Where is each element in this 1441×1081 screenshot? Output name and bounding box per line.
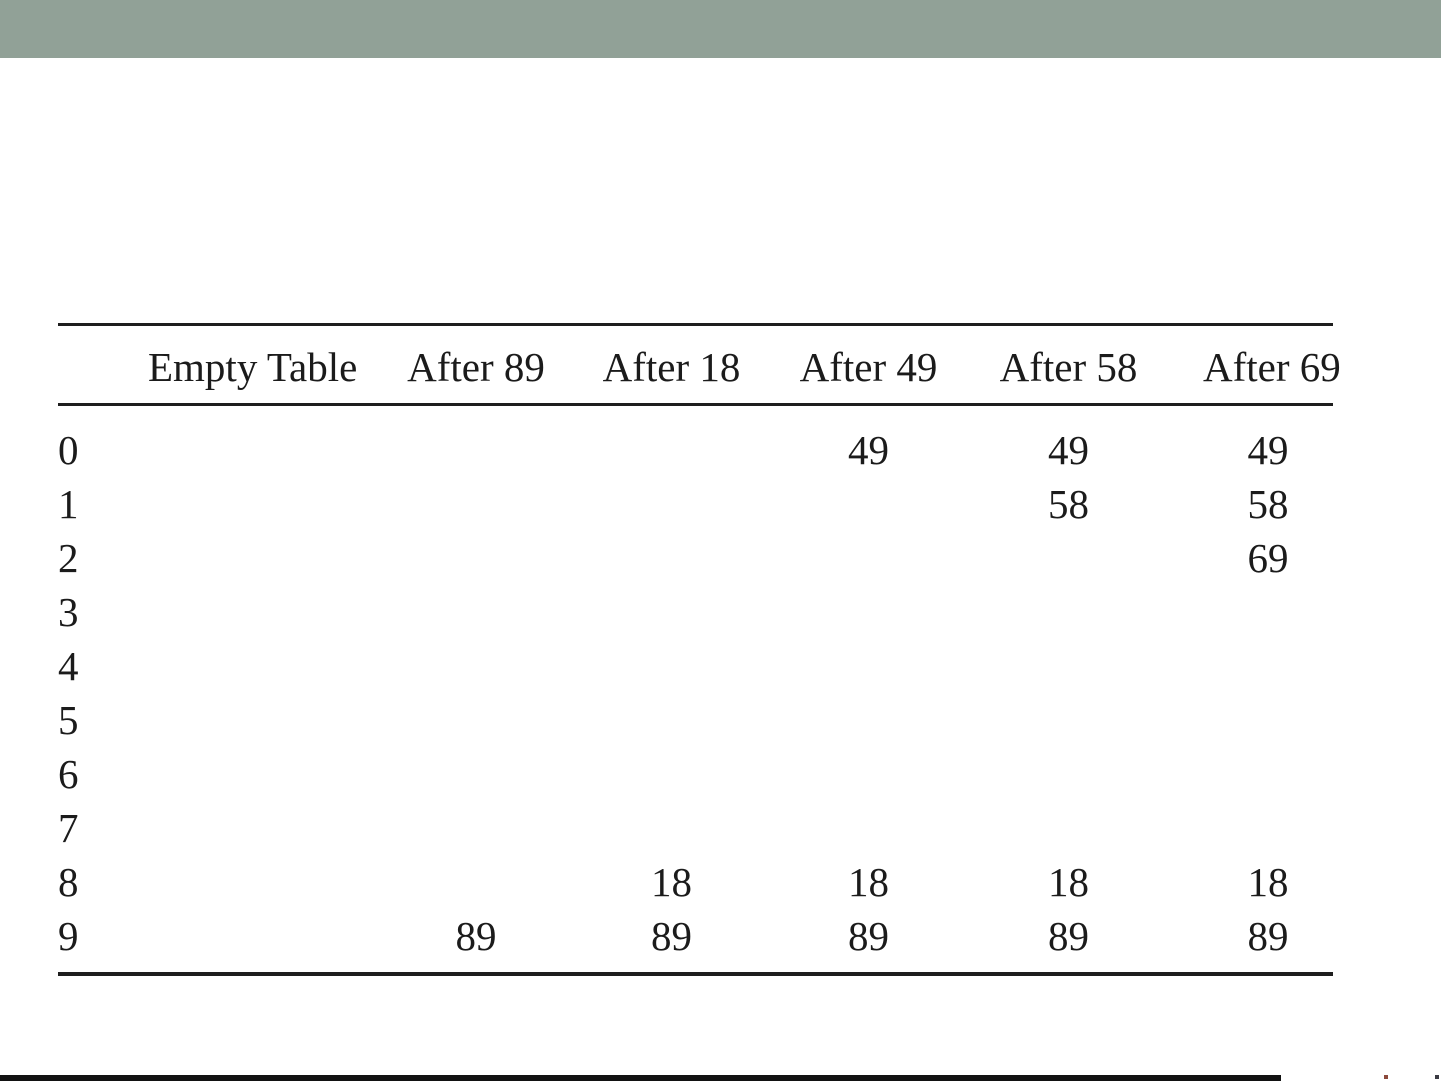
row-index: 8 bbox=[58, 859, 79, 905]
table-cell: 18 bbox=[1048, 859, 1089, 905]
row-index: 3 bbox=[58, 589, 79, 635]
slide-bottom-bar bbox=[0, 1075, 1281, 1081]
header-cell-after-69: After 69 bbox=[1203, 344, 1341, 390]
row-index: 7 bbox=[58, 805, 79, 851]
slide-header-bar bbox=[0, 0, 1441, 58]
table-cell: 18 bbox=[651, 859, 692, 905]
row-index: 9 bbox=[58, 913, 79, 959]
table-row: 0 49 49 49 bbox=[58, 423, 1333, 477]
table-rule-bottom bbox=[58, 972, 1333, 976]
table-row: 1 58 58 bbox=[58, 477, 1333, 531]
table-row: 2 69 bbox=[58, 531, 1333, 585]
table-cell: 49 bbox=[1247, 427, 1289, 473]
table-cell: 49 bbox=[848, 427, 889, 473]
bottom-artifact-tick bbox=[1435, 1075, 1439, 1079]
header-cell-after-18: After 18 bbox=[602, 344, 741, 390]
table-cell: 89 bbox=[1048, 913, 1089, 959]
table-cell: 58 bbox=[1048, 481, 1089, 527]
table-body: 0 49 49 49 1 58 58 2 bbox=[58, 406, 1333, 972]
hash-table: Empty Table After 89 After 18 After 49 A… bbox=[58, 323, 1341, 976]
table-row: 6 bbox=[58, 747, 1333, 801]
header-cell-after-58: After 58 bbox=[999, 344, 1138, 390]
table-cell: 58 bbox=[1247, 481, 1289, 527]
table-rule-top bbox=[58, 323, 1333, 326]
row-index: 4 bbox=[58, 643, 79, 689]
row-index: 6 bbox=[58, 751, 79, 797]
table-row: 3 bbox=[58, 585, 1333, 639]
table-row: 9 89 89 89 89 89 bbox=[58, 909, 1333, 963]
table-cell: 89 bbox=[1247, 913, 1289, 959]
table-row: 4 bbox=[58, 639, 1333, 693]
table-cell: 18 bbox=[848, 859, 889, 905]
row-index: 2 bbox=[58, 535, 79, 581]
row-index: 1 bbox=[58, 481, 79, 527]
header-cell-after-49: After 49 bbox=[799, 344, 938, 390]
table-cell: 89 bbox=[651, 913, 692, 959]
table-row: 5 bbox=[58, 693, 1333, 747]
table-rule-header bbox=[58, 403, 1333, 406]
table-header-row: Empty Table After 89 After 18 After 49 A… bbox=[58, 326, 1341, 403]
row-index: 0 bbox=[58, 427, 79, 473]
table-cell: 89 bbox=[848, 913, 889, 959]
table-row: 7 bbox=[58, 801, 1333, 855]
table-cell: 89 bbox=[455, 913, 497, 959]
table-row: 8 18 18 18 18 bbox=[58, 855, 1333, 909]
header-cell-empty-table: Empty Table bbox=[148, 344, 358, 390]
table-cell: 49 bbox=[1048, 427, 1089, 473]
table-cell: 18 bbox=[1247, 859, 1289, 905]
table-cell: 69 bbox=[1247, 535, 1289, 581]
bottom-artifact-dot bbox=[1384, 1075, 1388, 1079]
row-index: 5 bbox=[58, 697, 79, 743]
header-cell-after-89: After 89 bbox=[407, 344, 545, 390]
